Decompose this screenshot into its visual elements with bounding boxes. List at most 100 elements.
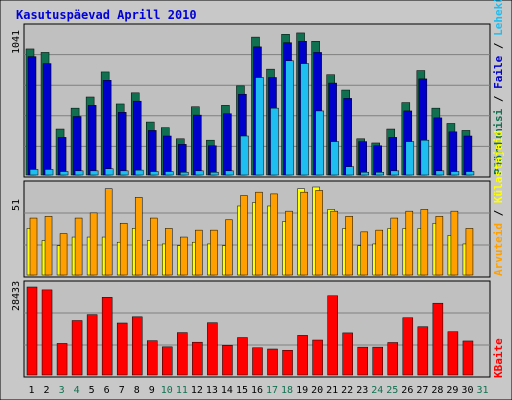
bar-files bbox=[433, 117, 443, 176]
bar-kbytes bbox=[237, 337, 248, 376]
bar-kbytes bbox=[86, 314, 98, 376]
panel-kbytes: 28433 bbox=[11, 280, 491, 378]
legend-files: Faile bbox=[492, 55, 505, 88]
bar-kbytes bbox=[147, 340, 158, 376]
bar-pages bbox=[345, 166, 354, 176]
bar-pages bbox=[150, 171, 159, 176]
bar-kbytes bbox=[447, 331, 459, 376]
bar-hosts bbox=[180, 236, 188, 276]
bar-kbytes bbox=[101, 297, 113, 376]
svg-text:Arvuteid / Külastajaid: Arvuteid / Külastajaid bbox=[492, 130, 505, 276]
bar-pages bbox=[300, 63, 309, 176]
bar-hosts bbox=[435, 216, 444, 276]
bar-files bbox=[87, 105, 97, 176]
bar-hosts bbox=[300, 191, 308, 276]
day-label: 10 bbox=[161, 385, 173, 396]
bar-hosts bbox=[210, 229, 218, 276]
legend-bottom: KBaite bbox=[492, 338, 505, 378]
chart-title: Kasutuspäevad Aprill 2010 bbox=[16, 8, 197, 22]
panel-hits-files-pages: 1041 bbox=[11, 23, 491, 178]
bar-files bbox=[448, 131, 458, 176]
day-label: 8 bbox=[134, 385, 140, 396]
day-label: 16 bbox=[251, 385, 263, 396]
day-label: 17 bbox=[266, 385, 278, 396]
bar-kbytes bbox=[41, 289, 53, 376]
bar-kbytes bbox=[462, 340, 474, 376]
bar-pages bbox=[405, 141, 415, 176]
bar-pages bbox=[104, 168, 114, 176]
bar-files bbox=[178, 144, 187, 176]
bar-pages bbox=[375, 171, 384, 176]
legend-sep-3: / bbox=[492, 203, 505, 223]
bar-kbytes bbox=[116, 322, 128, 376]
bar-kbytes bbox=[252, 347, 263, 376]
day-label: 23 bbox=[356, 385, 368, 396]
bar-kbytes bbox=[56, 343, 68, 376]
day-label: 1 bbox=[29, 385, 35, 396]
bar-kbytes bbox=[342, 332, 353, 376]
bar-pages bbox=[390, 170, 400, 176]
bar-files bbox=[373, 145, 382, 176]
bar-kbytes bbox=[131, 316, 143, 376]
bar-hosts bbox=[450, 210, 459, 276]
y-max-label: 51 bbox=[11, 199, 22, 211]
day-label: 9 bbox=[149, 385, 155, 396]
bar-hosts bbox=[104, 188, 113, 276]
bar-kbytes bbox=[357, 346, 368, 376]
bar-files bbox=[72, 116, 82, 176]
bar-hosts bbox=[150, 217, 158, 276]
day-label: 31 bbox=[476, 385, 488, 396]
bar-hosts bbox=[405, 210, 414, 276]
bar-kbytes bbox=[387, 342, 399, 376]
bar-pages bbox=[180, 171, 189, 176]
legend-sep-2: / bbox=[492, 36, 505, 56]
day-label: 19 bbox=[296, 385, 308, 396]
bar-files bbox=[223, 113, 232, 176]
day-label: 29 bbox=[446, 385, 458, 396]
bar-pages bbox=[59, 171, 69, 176]
day-label: 24 bbox=[371, 385, 383, 396]
bar-hosts bbox=[285, 210, 293, 276]
legend-top: Pöördumisi / Faile / Lehekülgi bbox=[492, 0, 505, 175]
bar-hosts bbox=[74, 217, 83, 276]
bar-hosts bbox=[44, 216, 53, 276]
legend-kbytes: KBaite bbox=[492, 338, 505, 378]
legend-hosts: Arvuteid bbox=[492, 223, 505, 276]
bar-kbytes bbox=[402, 317, 414, 376]
day-label: 18 bbox=[281, 385, 293, 396]
day-label: 3 bbox=[59, 385, 65, 396]
bar-hosts bbox=[255, 191, 263, 276]
bar-hosts bbox=[119, 222, 128, 276]
bar-files bbox=[42, 63, 52, 176]
bar-hosts bbox=[134, 197, 143, 276]
bar-kbytes bbox=[372, 346, 383, 376]
bar-kbytes bbox=[222, 345, 233, 376]
bar-files bbox=[132, 100, 142, 176]
legend-middle: Arvuteid / Külastajaid bbox=[492, 130, 505, 276]
day-label: 30 bbox=[461, 385, 473, 396]
bar-files bbox=[208, 145, 217, 176]
bar-pages bbox=[255, 77, 264, 176]
bar-pages bbox=[74, 170, 84, 176]
bar-files bbox=[117, 112, 127, 176]
bar-pages bbox=[285, 60, 294, 176]
bar-pages bbox=[134, 169, 144, 176]
bar-hosts bbox=[420, 209, 429, 276]
bar-hosts bbox=[29, 217, 38, 276]
bar-hosts bbox=[195, 229, 203, 276]
bar-hosts bbox=[59, 233, 68, 276]
bar-kbytes bbox=[71, 320, 83, 376]
bar-files bbox=[193, 114, 202, 176]
bar-kbytes bbox=[207, 322, 218, 376]
panel-visitors: 51 bbox=[11, 180, 491, 278]
day-labels: 1 2 3 4 5 6 7 8 9 10 11 12 13 14 15 16 17 18 19 20 21 22 23 24 2… bbox=[29, 385, 489, 396]
bar-hosts bbox=[345, 216, 353, 276]
bar-hosts bbox=[360, 231, 368, 276]
bar-kbytes bbox=[162, 346, 173, 376]
day-label: 22 bbox=[341, 385, 353, 396]
bar-hosts bbox=[315, 190, 323, 276]
day-label: 5 bbox=[89, 385, 95, 396]
bar-pages bbox=[450, 171, 460, 176]
bar-hosts bbox=[225, 219, 233, 276]
